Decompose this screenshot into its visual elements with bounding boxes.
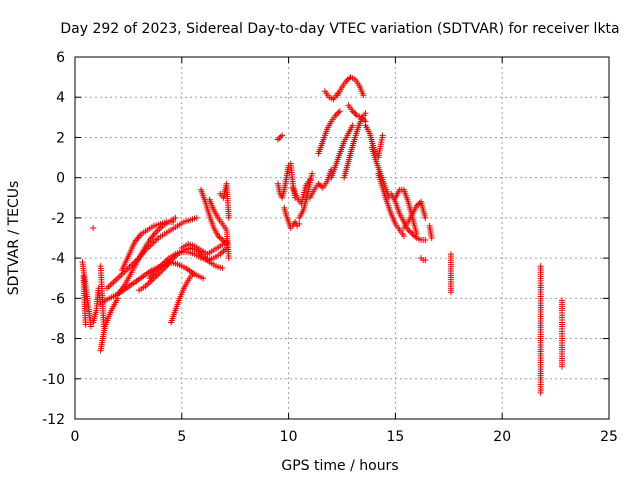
data-point (360, 92, 367, 99)
x-tick-label: 5 (177, 429, 186, 445)
data-point (219, 265, 226, 272)
x-axis-label: GPS time / hours (281, 458, 398, 474)
data-point (379, 132, 386, 139)
y-tick-label: 4 (56, 90, 65, 106)
data-point (412, 233, 419, 240)
data-point (223, 241, 230, 248)
data-point (343, 78, 350, 85)
data-point (296, 220, 303, 227)
data-point (410, 232, 417, 239)
y-tick-label: -4 (51, 251, 65, 267)
data-point (170, 218, 177, 225)
data-point (422, 214, 429, 221)
data-point (88, 323, 95, 330)
data-point (309, 170, 316, 177)
y-tick-label: 0 (56, 171, 65, 187)
y-tick-label: -6 (51, 291, 65, 307)
x-tick-label: 10 (280, 429, 298, 445)
data-point (189, 271, 196, 278)
x-tick-label: 20 (493, 429, 511, 445)
data-point (352, 110, 359, 117)
y-tick-label: -8 (51, 332, 65, 348)
data-point (274, 136, 281, 143)
data-point (335, 109, 342, 116)
data-point (408, 229, 415, 236)
axis-ticks: 0 5 10 15 20 25 -12 -10 -8 -6 -4 -2 0 2 4 6 (42, 50, 618, 445)
chart-title: Day 292 of 2023, Sidereal Day-to-day VTE… (60, 21, 619, 37)
data-point (217, 235, 224, 242)
data-point (316, 182, 323, 189)
data-point (315, 180, 322, 187)
data-point (279, 132, 286, 139)
data-point (220, 238, 227, 245)
data-point (336, 108, 343, 115)
data-point (358, 114, 365, 121)
data-point (413, 230, 420, 237)
data-point (193, 214, 200, 221)
y-tick-label: -12 (42, 412, 65, 428)
data-point (400, 232, 407, 239)
data-points (79, 74, 566, 396)
data-point (334, 110, 341, 117)
data-point (318, 183, 325, 190)
x-tick-label: 25 (600, 429, 618, 445)
data-point (351, 109, 358, 116)
data-point (428, 235, 435, 241)
data-point (349, 108, 356, 115)
data-point (359, 115, 366, 122)
y-tick-label: 2 (56, 130, 65, 146)
data-point (413, 202, 420, 209)
data-point (172, 214, 179, 221)
data-point (82, 321, 89, 328)
data-point (362, 110, 369, 117)
data-point (361, 117, 368, 124)
data-point (225, 214, 232, 221)
data-point (90, 224, 97, 231)
data-point (422, 257, 429, 264)
y-tick-label: 6 (56, 50, 65, 66)
data-point (276, 135, 283, 142)
data-point (200, 275, 207, 282)
x-tick-label: 15 (386, 429, 404, 445)
data-point (405, 226, 412, 233)
data-point (219, 237, 226, 244)
data-point (406, 228, 413, 235)
data-point (559, 363, 566, 370)
x-tick-label: 0 (71, 429, 80, 445)
data-point (422, 237, 429, 244)
data-point (216, 234, 223, 241)
data-point (344, 76, 351, 83)
plot-frame (74, 56, 610, 420)
data-point (332, 112, 339, 119)
data-point (537, 389, 544, 396)
y-tick-label: -2 (51, 211, 65, 227)
data-point (349, 122, 356, 129)
data-point (215, 232, 222, 239)
data-point (415, 201, 422, 208)
data-point (225, 255, 232, 262)
y-tick-label: -10 (42, 372, 65, 388)
data-point (447, 289, 454, 296)
y-axis-label: SDTVAR / TECUs (6, 181, 22, 296)
grid (75, 57, 609, 419)
data-point (277, 133, 284, 140)
